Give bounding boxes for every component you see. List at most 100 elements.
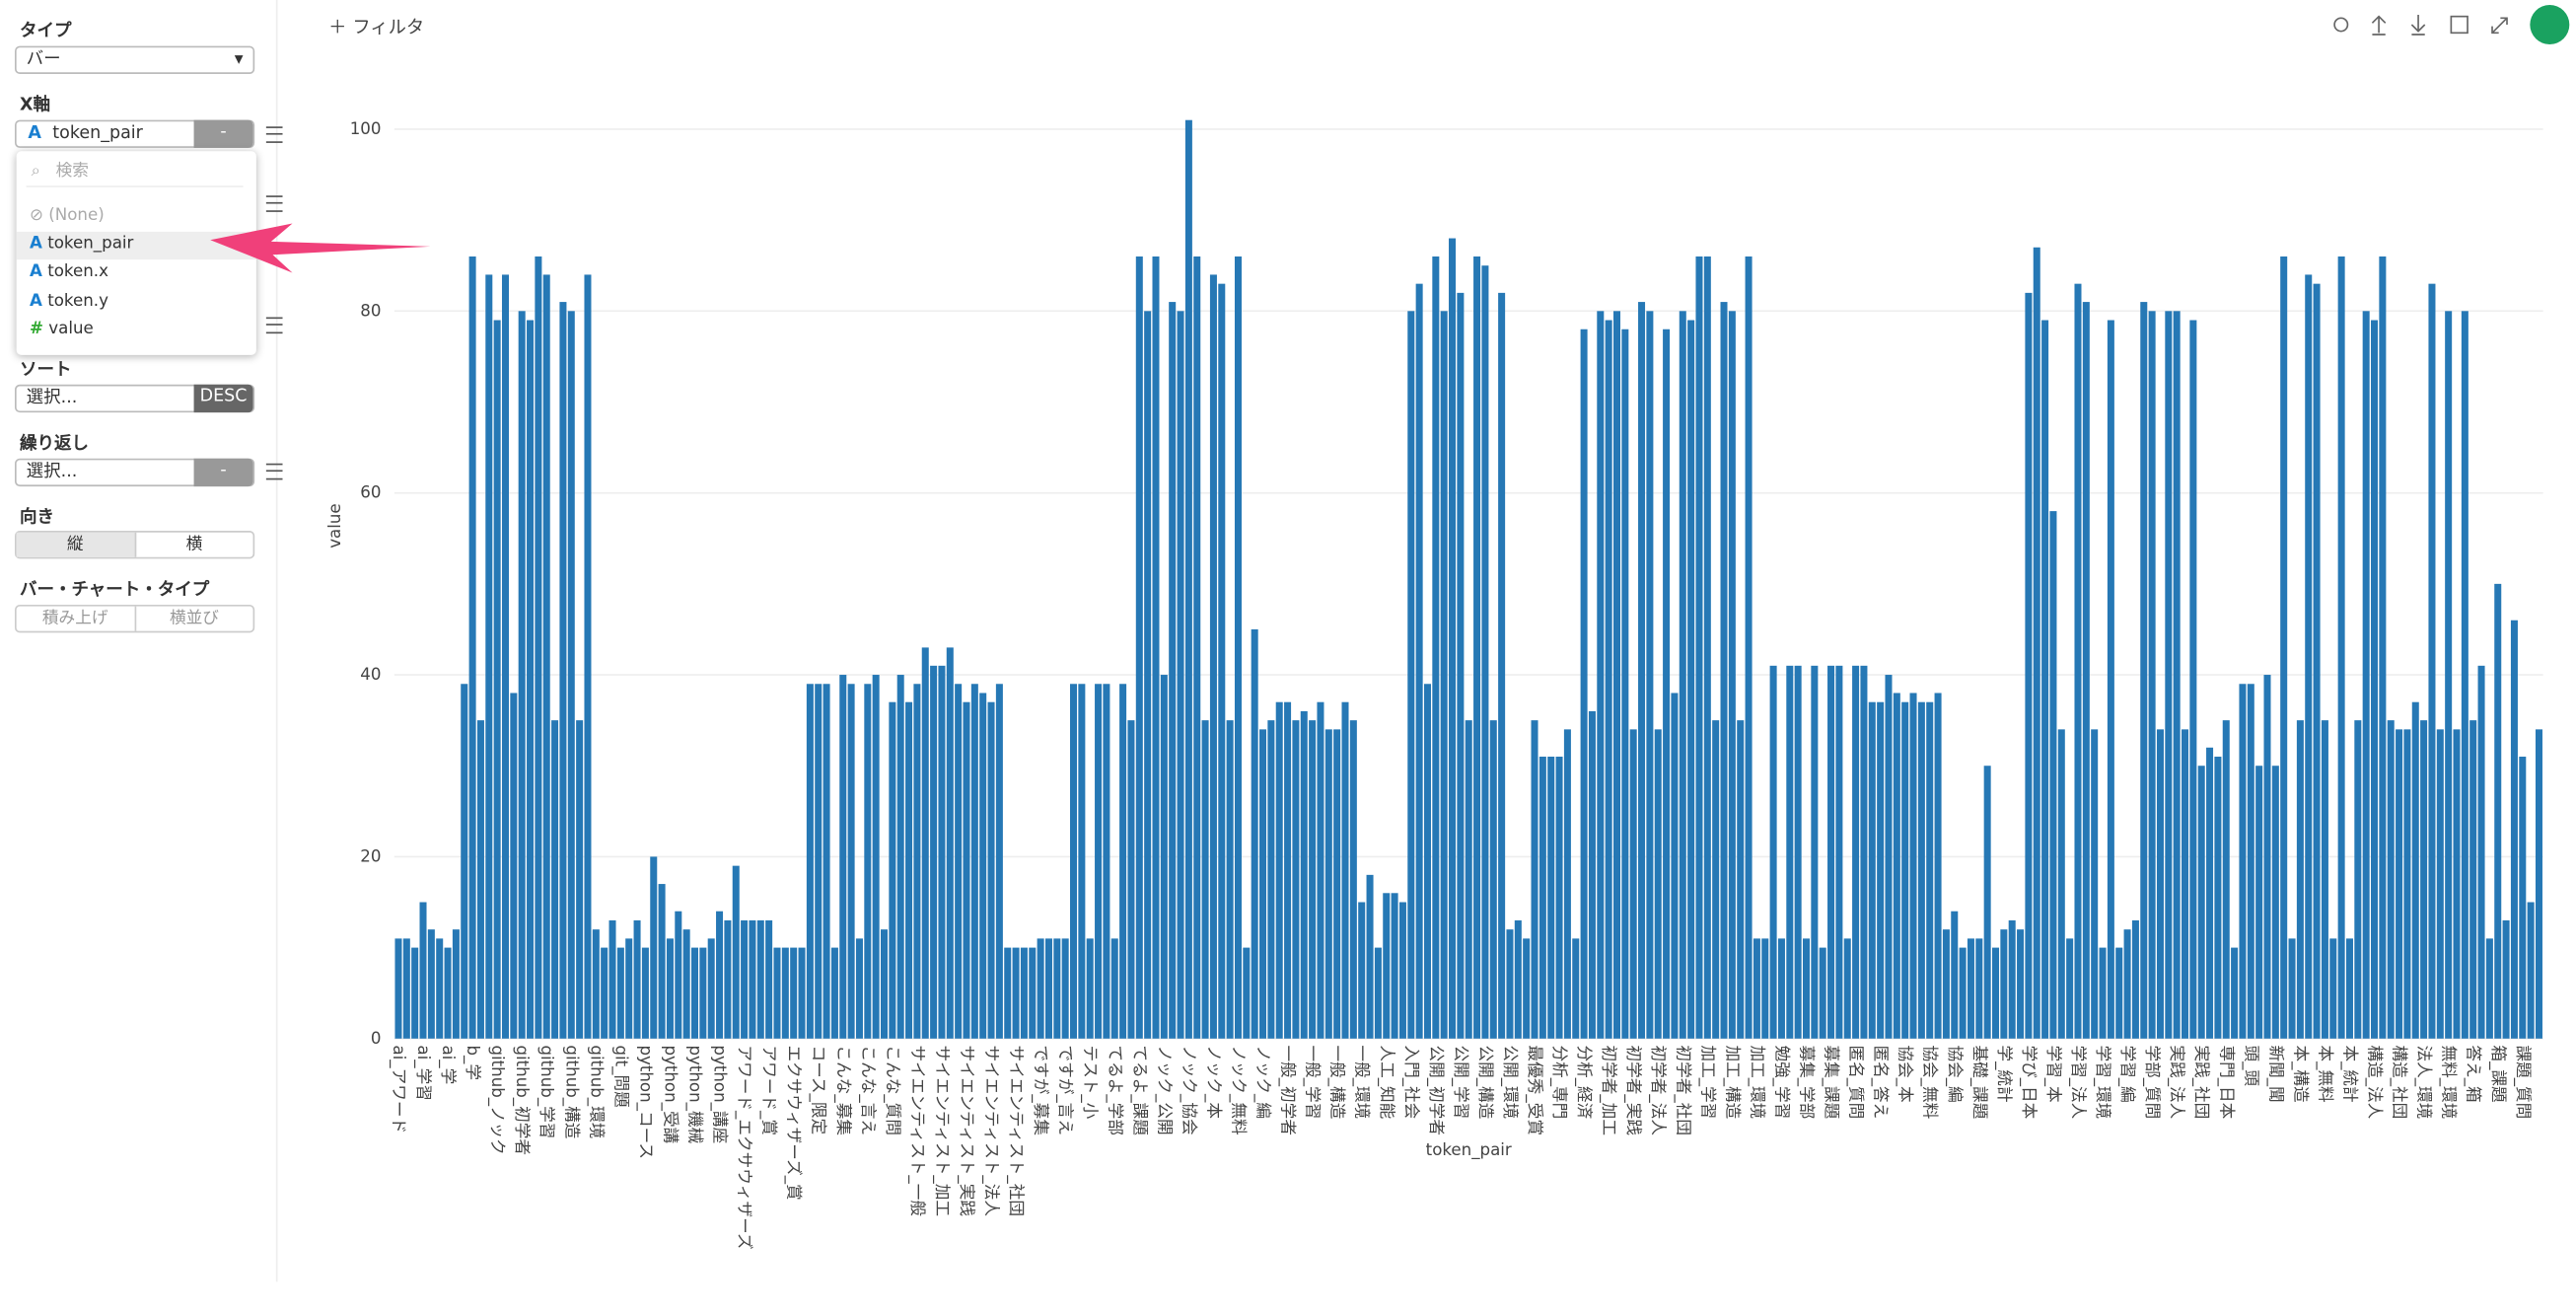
orient-option[interactable]: 縦 xyxy=(16,532,136,557)
x-tick-label: 本_統計 xyxy=(2339,1045,2359,1102)
bar xyxy=(2148,311,2156,1039)
bar xyxy=(2140,302,2148,1039)
option[interactable]: ⊘ (None) xyxy=(29,206,105,226)
x-tick-label: てるよ_課題 xyxy=(1129,1045,1149,1135)
x-tick-label: 初学者_実践 xyxy=(1623,1045,1643,1135)
y-tick-label: 100 xyxy=(350,119,382,138)
x-tick-label: 一般_学習 xyxy=(1303,1045,1323,1119)
expand-icon[interactable] xyxy=(2491,17,2508,35)
bar xyxy=(1275,701,1283,1039)
option[interactable]: A token_pair xyxy=(29,235,134,254)
bar xyxy=(476,720,484,1039)
x-tick-label: 募集_学部 xyxy=(1797,1045,1817,1119)
x-button[interactable]: - xyxy=(193,119,253,148)
bar xyxy=(2510,620,2518,1039)
bar xyxy=(1777,938,1785,1039)
filter-button[interactable]: ＋ フィルタ xyxy=(328,16,425,38)
bar xyxy=(815,684,823,1039)
y-tick-label: 60 xyxy=(360,483,381,502)
bar xyxy=(1893,693,1900,1039)
x-value: token_pair xyxy=(52,122,143,143)
bar xyxy=(1423,684,1431,1039)
sort-label: ソート xyxy=(19,359,72,380)
option[interactable]: A token.x xyxy=(29,262,108,281)
bar xyxy=(1243,947,1251,1039)
x-tick-label: ですが_募集 xyxy=(1031,1045,1050,1135)
bar xyxy=(1687,320,1695,1039)
sort-button[interactable]: DESC xyxy=(193,384,253,413)
bar xyxy=(1523,938,1531,1039)
menu-icon[interactable] xyxy=(265,317,283,334)
bar xyxy=(1333,729,1341,1039)
repeat-select[interactable]: 選択... - xyxy=(14,458,255,487)
bar xyxy=(1588,710,1596,1039)
bar xyxy=(1012,947,1020,1039)
bartype-label: バー・チャート・タイプ xyxy=(19,580,210,601)
x-tick-label: 学び_日本 xyxy=(2019,1045,2039,1119)
bar xyxy=(1975,938,1983,1039)
bar xyxy=(1885,675,1893,1039)
bar xyxy=(1473,256,1481,1039)
bar xyxy=(1398,902,1406,1039)
bar xyxy=(1349,720,1357,1039)
bar xyxy=(1078,684,1086,1039)
repeat-button[interactable]: - xyxy=(193,458,253,487)
sort-select[interactable]: 選択... DESC xyxy=(14,384,255,413)
bar xyxy=(2057,729,2065,1039)
bar xyxy=(1877,701,1885,1039)
bar xyxy=(2403,729,2411,1039)
bar xyxy=(2173,311,2181,1039)
x-tick-label: 学部_質問 xyxy=(2142,1045,2162,1119)
pin-button[interactable] xyxy=(2530,4,2570,44)
x-tick-label: アワード_エクサウィザーズ xyxy=(735,1045,754,1249)
bar xyxy=(2247,684,2254,1039)
bar xyxy=(781,947,789,1039)
bar xyxy=(1160,675,1168,1039)
bar xyxy=(1720,302,1728,1039)
x-tick-label: 加工_環境 xyxy=(1747,1045,1766,1119)
bar xyxy=(1959,947,1967,1039)
bar xyxy=(1538,757,1546,1039)
search-input[interactable]: ⌕ 検索 xyxy=(26,158,244,187)
x-tick-label: サイエンティスト_実践 xyxy=(957,1045,976,1216)
bar xyxy=(864,684,872,1039)
option[interactable]: A token.y xyxy=(29,292,108,311)
bar xyxy=(1572,938,1580,1039)
bar xyxy=(1580,329,1588,1039)
type-label: タイプ xyxy=(19,21,72,41)
repeat-label: 繰り返し xyxy=(19,433,89,454)
comment-icon[interactable] xyxy=(2333,17,2349,33)
y-axis-title: value xyxy=(325,503,344,548)
menu-icon[interactable] xyxy=(265,463,283,480)
bar xyxy=(1284,701,1292,1039)
option[interactable]: # value xyxy=(29,320,94,339)
download-icon[interactable] xyxy=(2410,14,2426,36)
x-tick-label: コース_限定 xyxy=(809,1045,828,1134)
x-tick-label: 人工_知能 xyxy=(1377,1045,1396,1119)
bar xyxy=(881,929,889,1039)
bar xyxy=(1951,911,1959,1039)
bar xyxy=(2017,929,2025,1039)
type-select[interactable]: バー ▾ xyxy=(14,45,255,74)
bar xyxy=(2189,320,2197,1039)
orient-option[interactable]: 横 xyxy=(185,536,203,554)
x-tick-label: python_受講 xyxy=(660,1045,680,1143)
bartype-option[interactable]: 横並び xyxy=(169,610,219,628)
x-tick-label: github_ノック xyxy=(487,1045,507,1154)
bar xyxy=(641,947,649,1039)
upload-icon[interactable] xyxy=(2371,15,2387,36)
bar xyxy=(979,693,987,1039)
menu-icon[interactable] xyxy=(265,195,283,212)
x-tick-label: 分析_経済 xyxy=(1574,1045,1594,1119)
bar xyxy=(1309,720,1317,1039)
bar xyxy=(2428,283,2436,1039)
bar xyxy=(1728,311,1736,1039)
x-tick-label: こんな_言え xyxy=(858,1045,878,1135)
x-tick-label: 専門_日本 xyxy=(2216,1045,2236,1119)
menu-icon[interactable] xyxy=(265,126,283,143)
bar xyxy=(2296,720,2304,1039)
x-tick-label: 無料_環境 xyxy=(2439,1045,2459,1119)
table-icon[interactable] xyxy=(2450,15,2469,35)
bartype-option[interactable]: 積み上げ xyxy=(17,606,136,631)
